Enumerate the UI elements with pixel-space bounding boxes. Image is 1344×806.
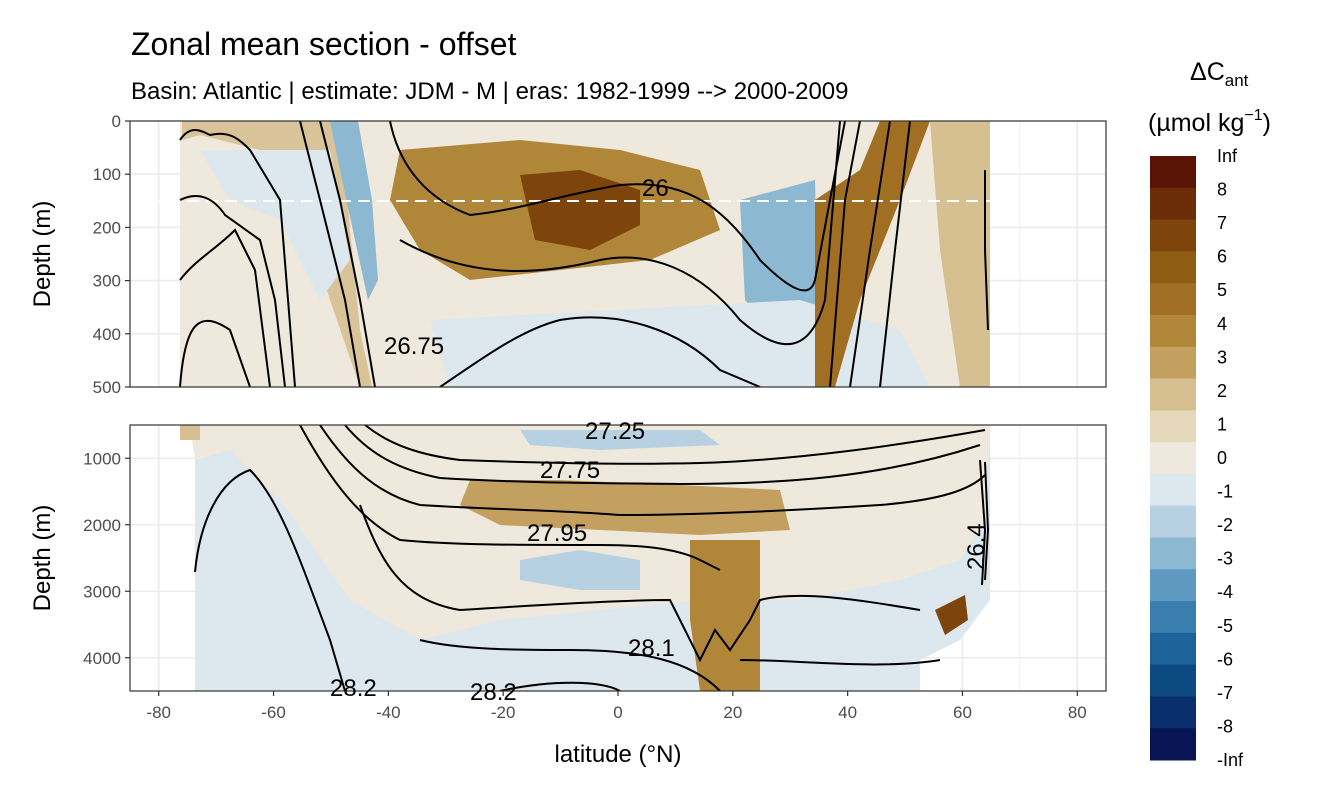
legend-color-swatch — [1150, 314, 1196, 348]
legend-color-swatch — [1150, 442, 1196, 475]
lower-fill-tan-upper — [190, 425, 990, 640]
y-tick-label: 100 — [93, 165, 121, 184]
contour-label: 26 — [642, 175, 669, 202]
legend-color-swatch — [1150, 251, 1196, 284]
y-tick-label: 3000 — [83, 582, 121, 601]
y-tick-label: 2000 — [83, 516, 121, 535]
legend-color-swatch — [1150, 378, 1196, 411]
upper-fill-brown-north — [815, 121, 930, 387]
legend-label: -5 — [1217, 616, 1233, 636]
lower-y-axis-title: Depth (m) — [29, 505, 56, 612]
x-tick-label: 0 — [613, 703, 622, 722]
chart-title: Zonal mean section - offset — [131, 26, 517, 62]
x-tick-label: -20 — [491, 703, 516, 722]
legend-color-swatch — [1150, 696, 1196, 729]
contour-label: 26.4 — [963, 523, 990, 570]
lower-fill-brown-trough — [690, 540, 760, 691]
legend-label: -1 — [1217, 482, 1233, 502]
upper-y-axis-title: Depth (m) — [29, 201, 56, 308]
legend-label: -7 — [1217, 683, 1233, 703]
upper-fill-dark-central — [520, 170, 640, 250]
lower-panel: 27.25 27.75 27.95 28.1 28.2 28.2 26.4 10… — [29, 418, 1107, 768]
legend-label: -6 — [1217, 649, 1233, 669]
upper-panel-field — [130, 121, 1106, 387]
contour-label: 27.75 — [540, 457, 600, 484]
legend-label: 1 — [1217, 414, 1227, 434]
contour-label: 27.25 — [585, 418, 645, 445]
x-tick-label: -60 — [261, 703, 286, 722]
legend-label: 6 — [1217, 247, 1227, 267]
legend-label: 2 — [1217, 381, 1227, 401]
lower-fill-tan-west — [180, 425, 200, 440]
legend-title: ΔCant — [1190, 58, 1249, 90]
legend-color-swatch — [1150, 283, 1196, 316]
legend-color-swatch — [1150, 156, 1196, 189]
lower-panel-y-axis: 1000 2000 3000 4000 — [83, 449, 130, 668]
legend: ΔCant (µmol kg−1) Inf 8 7 6 5 4 3 2 1 0 -1 -2 -3 -4 -5… — [1148, 58, 1271, 770]
x-axis-title: latitude (°N) — [555, 741, 682, 768]
y-tick-label: 4000 — [83, 649, 121, 668]
contour-label: 28.2 — [470, 679, 517, 706]
upper-panel-border — [129, 120, 1107, 388]
upper-fill-blue-south — [330, 121, 378, 300]
chart-subtitle: Basin: Atlantic | estimate: JDM - M | er… — [131, 78, 848, 105]
x-tick-label: 20 — [723, 703, 742, 722]
y-tick-label: 200 — [93, 218, 121, 237]
contour-label: 26.75 — [384, 333, 444, 360]
legend-colorbar — [1150, 156, 1196, 761]
y-tick-label: 1000 — [83, 449, 121, 468]
legend-label: 0 — [1217, 448, 1227, 468]
legend-label: -4 — [1217, 582, 1233, 602]
legend-color-swatch — [1150, 569, 1196, 602]
lower-panel-field — [180, 425, 990, 691]
legend-label: 5 — [1217, 280, 1227, 300]
y-tick-label: 0 — [112, 112, 121, 131]
lower-fill-blue-band — [520, 430, 720, 450]
legend-label: 7 — [1217, 213, 1227, 233]
upper-fill-lightblue-south — [200, 150, 350, 300]
legend-color-swatch — [1150, 473, 1196, 507]
legend-color-swatch — [1150, 505, 1196, 538]
y-tick-label: 300 — [93, 272, 121, 291]
legend-color-swatch — [1150, 410, 1196, 443]
y-tick-label: 500 — [93, 378, 121, 397]
upper-contour-lines — [179, 121, 989, 387]
legend-color-swatch — [1150, 601, 1196, 634]
x-tick-label: 80 — [1068, 703, 1087, 722]
legend-labels: Inf 8 7 6 5 4 3 2 1 0 -1 -2 -3 -4 -5 -6 -7 -8 -Inf — [1217, 146, 1244, 770]
legend-label: 4 — [1217, 314, 1227, 334]
contour-label: 28.1 — [628, 635, 675, 662]
lower-fill-dark-east — [935, 595, 968, 635]
lower-contour-lines — [194, 425, 990, 691]
upper-fill-tan-east — [930, 121, 990, 387]
legend-color-swatch — [1150, 346, 1196, 380]
legend-label: -Inf — [1217, 750, 1244, 770]
x-tick-label: 40 — [838, 703, 857, 722]
legend-color-swatch — [1150, 632, 1196, 666]
upper-panel-y-axis: 0 100 200 300 400 500 — [93, 112, 130, 397]
legend-color-swatch — [1150, 664, 1196, 697]
contour-label: 27.95 — [527, 520, 587, 547]
legend-label: -2 — [1217, 515, 1233, 535]
y-tick-label: 400 — [93, 325, 121, 344]
legend-label: 3 — [1217, 347, 1227, 367]
legend-label: -3 — [1217, 549, 1233, 569]
legend-label: -8 — [1217, 716, 1233, 736]
x-tick-label: 60 — [953, 703, 972, 722]
legend-color-swatch — [1150, 187, 1196, 221]
legend-color-swatch — [1150, 728, 1196, 761]
x-tick-label: -80 — [146, 703, 171, 722]
x-axis: -80 -60 -40 -20 0 20 40 60 80 — [146, 691, 1087, 722]
contour-label: 28.2 — [330, 675, 377, 702]
legend-color-swatch — [1150, 537, 1196, 570]
legend-label: 8 — [1217, 180, 1227, 200]
lower-fill-brown-band — [460, 480, 790, 535]
legend-label: Inf — [1217, 146, 1238, 166]
legend-units: (µmol kg−1) — [1148, 107, 1271, 137]
lower-fill-blue-mid — [520, 550, 640, 590]
x-tick-label: -40 — [376, 703, 401, 722]
legend-color-swatch — [1150, 219, 1196, 252]
